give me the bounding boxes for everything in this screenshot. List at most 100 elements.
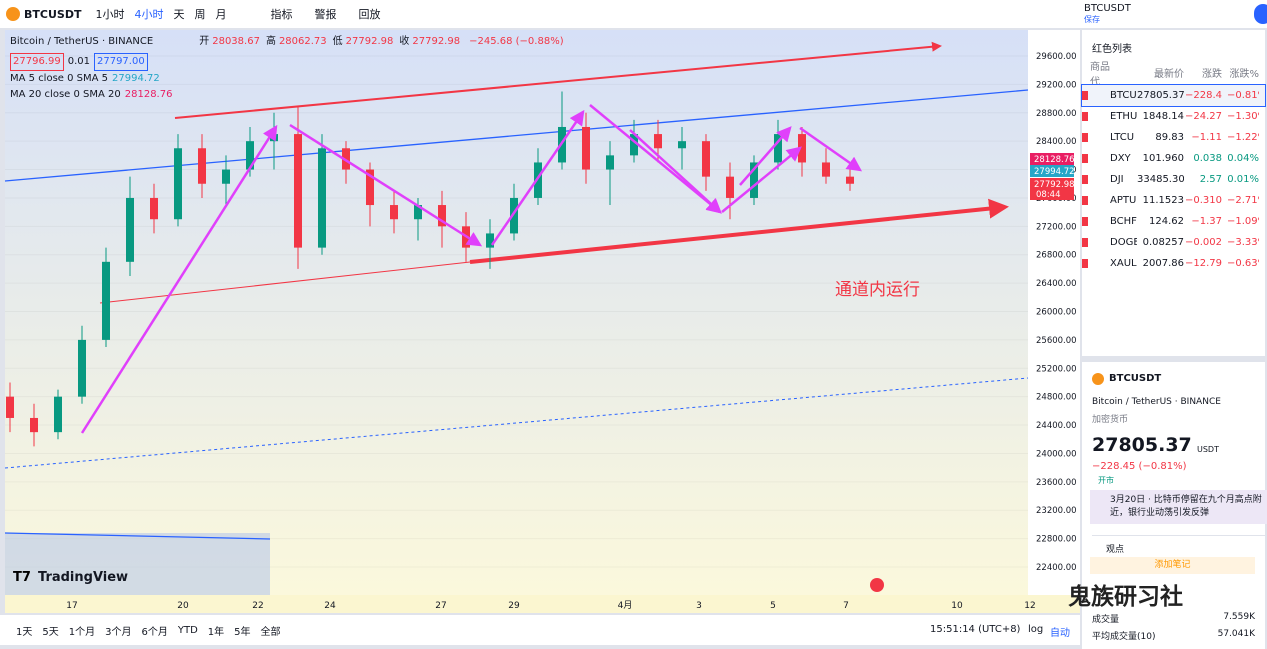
range-button[interactable]: 6个月 <box>141 626 168 638</box>
range-button[interactable]: 5天 <box>42 626 59 638</box>
range-button[interactable]: YTD <box>177 624 198 636</box>
interval-group: 1小时 4小时天周月 <box>95 6 226 22</box>
details-change: −228.45 (−0.81%) <box>1092 461 1187 472</box>
watchlist-title[interactable]: 红色列表 <box>1092 44 1132 55</box>
candle-body <box>222 169 230 184</box>
candle-body <box>102 261 110 340</box>
y-tick-label: 23200.00 <box>1036 506 1077 516</box>
y-tick-label: 26000.00 <box>1036 308 1077 318</box>
auto-toggle[interactable]: 自动 <box>1050 628 1070 639</box>
cell: APTU <box>1110 195 1137 206</box>
log-toggle[interactable]: log <box>1028 624 1044 635</box>
details: BTCUSDT Bitcoin / TetherUS · BINANCE 加密货… <box>1082 362 1267 649</box>
ideas[interactable]: 观点 <box>1092 535 1267 555</box>
watchlist-row[interactable]: XAUL 2007.86−12.790 −0.63% <box>1082 253 1265 274</box>
x-tick-label: 7 <box>843 601 849 611</box>
candle-body <box>6 396 14 418</box>
interval[interactable]: 4小时 <box>134 8 164 21</box>
details-price: 27805.37 <box>1092 434 1192 456</box>
watchlist-row[interactable]: ETHU 1848.14−24.27 −1.30% <box>1082 106 1265 127</box>
add-note[interactable]: 添加笔记 <box>1090 557 1255 574</box>
x-tick-label: 12 <box>1024 601 1035 611</box>
column-header: 涨跌% <box>1229 69 1259 80</box>
interval[interactable]: 月 <box>215 8 227 21</box>
range-button[interactable]: 3个月 <box>105 626 132 638</box>
details-symbol: BTCUSDT <box>1109 373 1162 384</box>
y-tick-label: 28800.00 <box>1036 109 1077 119</box>
annotation: 通道内运行 <box>835 280 920 300</box>
cell: 0.08257 <box>1142 237 1184 248</box>
watchlist-row[interactable]: BCHF 124.62 −1.37 −1.09% <box>1082 211 1265 232</box>
y-tick-label: 26800.00 <box>1036 251 1077 261</box>
y-tick-label: 27200.00 <box>1036 222 1077 232</box>
watchlist-row[interactable]: APTU 11.1523−0.3107 −2.71% <box>1082 190 1265 211</box>
save[interactable]: 保存 <box>1084 15 1100 24</box>
ma20-value: 28128.76 <box>124 89 173 100</box>
y-tick-label: 24400.00 <box>1036 421 1077 431</box>
cell: 0.01% <box>1227 174 1259 185</box>
candle-body <box>606 155 614 170</box>
red-line <box>99 261 471 304</box>
cell: −1.37 <box>1191 216 1222 227</box>
candle-body <box>318 148 326 248</box>
bid[interactable]: 27796.99 <box>10 53 64 71</box>
news[interactable]: 3月20日 · 比特币停留在九个月高点附近，银行业动荡引发反弹 <box>1090 490 1267 524</box>
candle-body <box>414 205 422 220</box>
red-arrow-bottom <box>469 198 1009 264</box>
legend: Bitcoin / TetherUS · BINANCE 开 28038.67 高 28… <box>10 34 564 103</box>
toolbar-button[interactable]: 回放 <box>358 8 381 21</box>
cell: 124.62 <box>1149 216 1184 227</box>
price-tag <box>1030 153 1074 165</box>
cell: −0.81% <box>1227 90 1259 101</box>
range-button[interactable]: 1年 <box>207 626 225 638</box>
candle-body <box>798 134 806 163</box>
candles <box>6 91 854 447</box>
cell: 2.57 <box>1199 174 1222 185</box>
range-button[interactable]: 5年 <box>234 626 251 638</box>
us-flag[interactable] <box>870 578 884 592</box>
range-button[interactable]: 1个月 <box>68 626 96 638</box>
candle-body <box>582 126 590 170</box>
cell: 89.83 <box>1155 132 1184 143</box>
avatar[interactable] <box>1254 4 1267 24</box>
interval[interactable]: 周 <box>194 8 206 21</box>
cell: −1.09% <box>1227 216 1259 227</box>
candle-body <box>246 141 254 170</box>
candle-body <box>654 134 662 149</box>
cell: −2.71% <box>1227 195 1259 206</box>
column-header: 最新价 <box>1154 69 1184 80</box>
row-flag <box>1082 133 1088 142</box>
watchlist-row[interactable]: DJI 33485.30 2.57 0.01% <box>1082 169 1265 190</box>
toolbar-button[interactable]: 指标 <box>270 8 293 21</box>
cell: −0.3107 <box>1185 195 1222 206</box>
watchlist-row[interactable]: DXY 101.960 0.038 0.04% <box>1082 148 1265 169</box>
y-tick-label: 29600.00 <box>1036 52 1077 62</box>
symbol[interactable]: BTCUSDT <box>24 7 82 21</box>
ask[interactable]: 27797.00 <box>93 53 148 71</box>
y-tick-label: 24000.00 <box>1036 449 1077 459</box>
layout[interactable]: BTCUSDT 保存 <box>1084 3 1131 25</box>
price-tag-label: 28128.76 <box>1034 155 1075 165</box>
top-toolbar: BTCUSDT 1小时 4小时天周月 指标 警报 回放 BTCUSDT 保存 <box>0 0 1267 29</box>
candle-body <box>294 134 302 248</box>
interval[interactable]: 1小时 <box>95 8 125 21</box>
ohlc-key: 开 <box>199 36 210 47</box>
clock: 15:51:14 (UTC+8) <box>930 624 1021 635</box>
drawing-rect <box>5 533 270 595</box>
y-tick-label: 26400.00 <box>1036 279 1077 289</box>
range-group: 1天 5天 1个月 3个月 6个月 YTD 1年 5年 全部 <box>16 623 281 638</box>
range-button[interactable]: 全部 <box>260 626 281 638</box>
countdown: 08:44 <box>1036 190 1061 200</box>
range-button[interactable]: 1天 <box>16 626 33 638</box>
details-category: 加密货币 <box>1092 415 1129 425</box>
interval[interactable]: 天 <box>173 8 185 21</box>
details-status: 开市 <box>1098 476 1114 485</box>
price-tag-label: 27792.98 <box>1034 180 1075 190</box>
column-header: 涨跌 <box>1202 69 1222 80</box>
toolbar-button[interactable]: 警报 <box>314 8 337 21</box>
watchlist-row[interactable]: LTCU 89.83 −1.11 −1.22% <box>1082 127 1265 148</box>
